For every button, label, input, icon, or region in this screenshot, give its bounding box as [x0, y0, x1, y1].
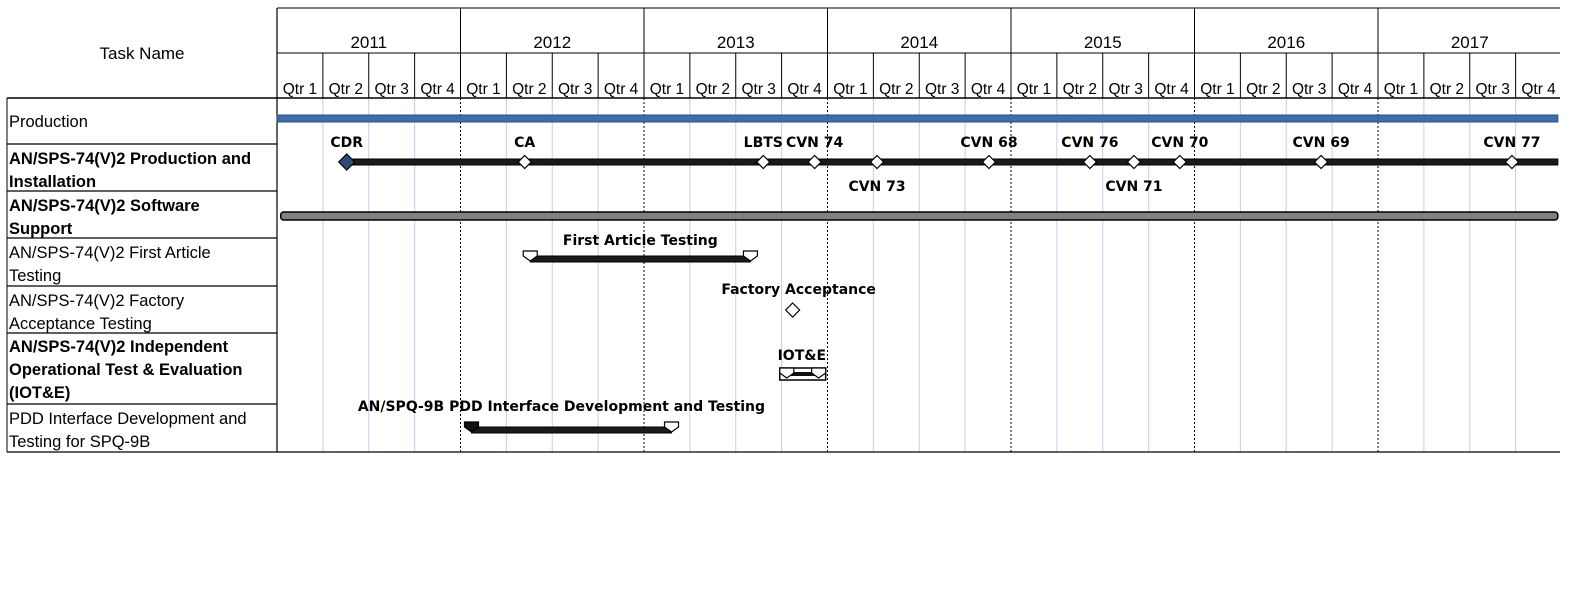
quarter-label: Qtr 2	[879, 81, 913, 98]
quarter-label: Qtr 1	[466, 81, 500, 98]
quarter-label: Qtr 1	[1017, 81, 1051, 98]
quarter-label: Qtr 4	[971, 81, 1006, 98]
quarter-label: Qtr 1	[650, 81, 684, 98]
range-end-marker	[742, 250, 759, 262]
production-bar	[276, 114, 1559, 123]
bar-label: AN/SPQ-9B PDD Interface Development and …	[358, 399, 765, 415]
task-name: (IOT&E)	[9, 384, 70, 402]
quarter-label: Qtr 3	[925, 81, 959, 98]
milestone-marker	[807, 154, 823, 170]
milestone-label: LBTS	[744, 135, 783, 151]
milestone-label: CVN 68	[960, 135, 1017, 151]
year-label: 2012	[533, 33, 571, 52]
quarter-label: Qtr 4	[604, 81, 639, 98]
quarter-label: Qtr 3	[1108, 81, 1142, 98]
range-start-marker	[522, 250, 538, 262]
year-label: 2016	[1267, 33, 1305, 52]
quarter-label: Qtr 1	[833, 81, 867, 98]
milestone-marker	[1126, 154, 1142, 170]
year-label: 2015	[1084, 33, 1122, 52]
software-support-bar	[279, 211, 1559, 221]
year-label: 2011	[350, 33, 387, 52]
quarter-label: Qtr 4	[787, 81, 822, 98]
task-name: Production	[9, 113, 88, 131]
quarter-label: Qtr 4	[1521, 81, 1556, 98]
quarter-label: Qtr 3	[558, 81, 592, 98]
milestone-marker	[784, 302, 801, 318]
milestone-label: CVN 73	[848, 179, 905, 195]
milestone-marker	[981, 154, 997, 170]
range-bar	[529, 255, 751, 263]
quarter-label: Qtr 4	[420, 81, 455, 98]
iote-end-marker	[811, 367, 827, 379]
milestone-marker	[1504, 154, 1520, 170]
task-name: AN/SPS-74(V)2 Production and	[9, 150, 251, 168]
quarter-label: Qtr 4	[1154, 81, 1189, 98]
milestone-marker	[755, 154, 771, 170]
quarter-label: Qtr 2	[1246, 81, 1280, 98]
milestone-marker	[1172, 154, 1188, 170]
year-label: 2017	[1451, 33, 1489, 52]
task-name: PDD Interface Development and	[9, 410, 247, 428]
task-name: Support	[9, 220, 73, 238]
task-name: Operational Test & Evaluation	[9, 361, 243, 379]
quarter-label: Qtr 2	[1430, 81, 1464, 98]
task-name: Testing for SPQ-9B	[9, 433, 150, 451]
milestone-label: CDR	[330, 135, 363, 151]
milestone-marker	[869, 154, 885, 170]
task-name: Acceptance Testing	[9, 315, 152, 333]
bar-label: IOT&E	[778, 348, 826, 364]
milestone-marker	[1082, 154, 1098, 170]
quarter-label: Qtr 2	[696, 81, 730, 98]
task-name: AN/SPS-74(V)2 Factory	[9, 292, 185, 310]
task-name: Installation	[9, 173, 96, 191]
quarter-label: Qtr 2	[329, 81, 363, 98]
milestone-label: Factory Acceptance	[721, 282, 876, 298]
quarter-label: Qtr 2	[1063, 81, 1097, 98]
quarter-label: Qtr 1	[1200, 81, 1234, 98]
iote-bar-fill	[783, 372, 822, 376]
milestone-marker	[1313, 154, 1329, 170]
task-name: Testing	[9, 267, 61, 285]
milestone-label: CVN 76	[1061, 135, 1118, 151]
quarter-label: Qtr 3	[741, 81, 775, 98]
quarter-label: Qtr 2	[512, 81, 546, 98]
milestone-label: CA	[514, 135, 535, 151]
task-name-header: Task Name	[99, 44, 184, 63]
milestone-label: CVN 70	[1151, 135, 1208, 151]
milestone-label: CVN 74	[786, 135, 843, 151]
range-end-marker	[663, 421, 680, 433]
quarter-label: Qtr 3	[374, 81, 408, 98]
quarter-label: Qtr 3	[1475, 81, 1509, 98]
quarter-label: Qtr 3	[1292, 81, 1326, 98]
year-label: 2013	[717, 33, 755, 52]
task-name: AN/SPS-74(V)2 Independent	[9, 338, 229, 356]
iote-start-marker	[779, 367, 795, 379]
bar-label: First Article Testing	[563, 233, 718, 249]
range-bar	[471, 426, 673, 434]
quarter-label: Qtr 1	[1384, 81, 1418, 98]
task-name: AN/SPS-74(V)2 First Article	[9, 244, 211, 262]
milestone-label: CVN 71	[1105, 179, 1162, 195]
milestone-label: CVN 69	[1293, 135, 1350, 151]
milestone-label: CVN 77	[1483, 135, 1540, 151]
year-label: 2014	[900, 33, 938, 52]
milestone-marker	[337, 153, 356, 171]
quarter-label: Qtr 4	[1338, 81, 1373, 98]
task-name: AN/SPS-74(V)2 Software	[9, 197, 200, 215]
quarter-label: Qtr 1	[283, 81, 317, 98]
milestone-marker	[517, 154, 533, 170]
range-start-marker	[463, 421, 480, 433]
